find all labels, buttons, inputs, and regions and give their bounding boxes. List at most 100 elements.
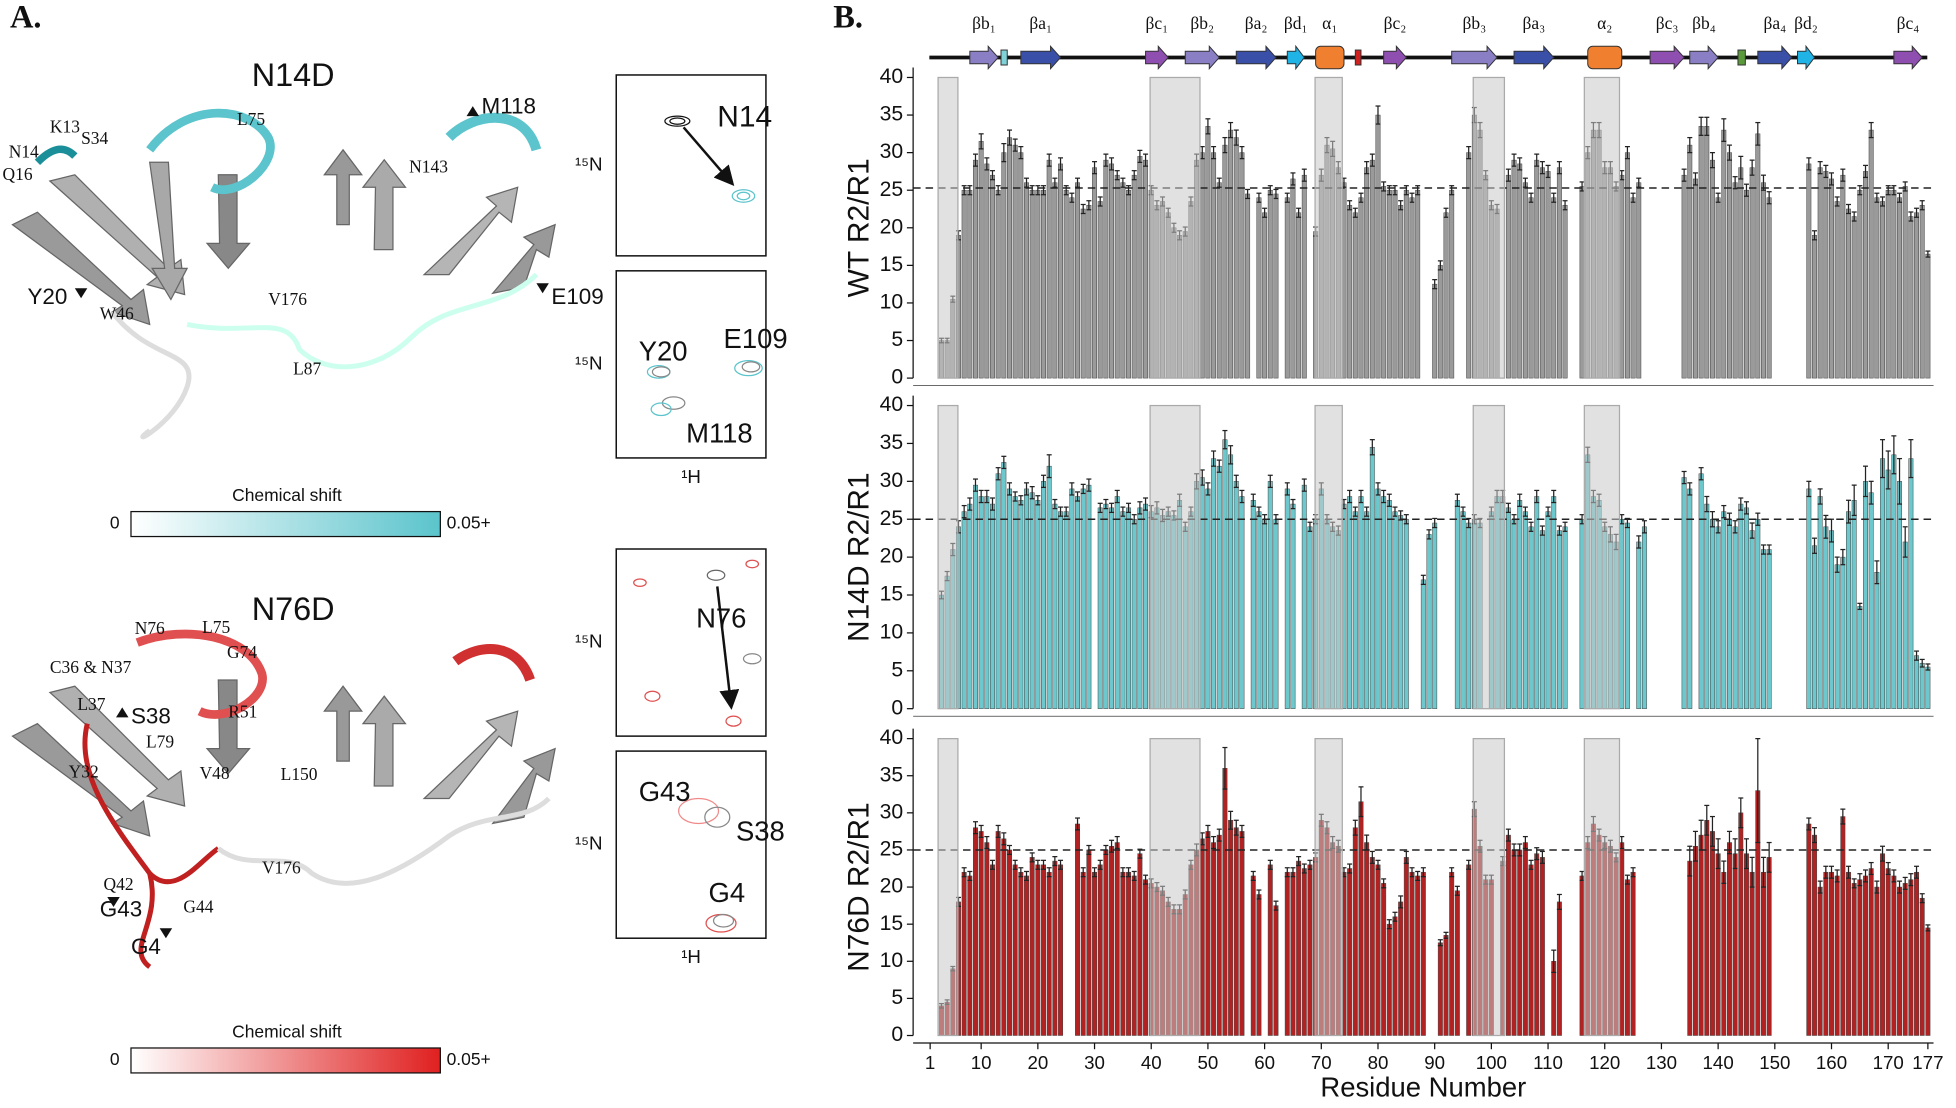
topology-label: βa₂ [1245, 13, 1268, 33]
error-bar [984, 489, 990, 504]
y-tick-label: 15 [880, 583, 904, 606]
bar [1143, 503, 1149, 709]
error-bar [1239, 824, 1245, 838]
bar [1109, 507, 1115, 709]
error-bar [1352, 207, 1358, 218]
highlight-region [1314, 76, 1343, 379]
error-bar [1109, 502, 1115, 514]
bar [1517, 163, 1523, 379]
error-bar [1126, 502, 1132, 514]
bar [1556, 167, 1562, 379]
bar [1874, 572, 1880, 709]
bar [1284, 871, 1290, 1036]
error-bar [1636, 177, 1642, 188]
bar [1007, 488, 1012, 709]
beta-strand [1513, 44, 1555, 71]
x-tick-label: 160 [1816, 1052, 1847, 1073]
error-bar [1551, 949, 1557, 974]
bar [1109, 845, 1115, 1036]
bar [1007, 849, 1012, 1036]
bar [1029, 857, 1035, 1036]
error-bar [1834, 196, 1840, 207]
error-bar [1908, 873, 1914, 887]
bar [1534, 853, 1540, 1036]
error-bar [1766, 544, 1772, 555]
error-bar [1398, 200, 1404, 211]
x-tick-label: 70 [1311, 1052, 1332, 1073]
bar [973, 159, 978, 379]
y-tick-label: 30 [880, 140, 904, 163]
shift-arrow [716, 586, 740, 710]
bar [1347, 496, 1353, 709]
error-bar [1840, 808, 1846, 825]
error-bar [1528, 192, 1534, 203]
error-bar [1035, 859, 1041, 870]
error-bar [1301, 478, 1307, 492]
bar [1766, 857, 1772, 1036]
error-bar [1721, 504, 1727, 519]
error-bar [1001, 455, 1007, 470]
error-bar [1296, 207, 1302, 218]
x-tick-label: 80 [1368, 1052, 1389, 1073]
residue-label: K13 [50, 117, 80, 137]
bar [1761, 871, 1766, 1036]
shift-arrow [682, 126, 735, 187]
bar [1539, 530, 1545, 709]
axis-label: ¹⁵N [575, 153, 603, 174]
bar [1721, 871, 1727, 1036]
bar [1137, 156, 1143, 379]
y-tick-label: 30 [880, 469, 904, 492]
bar [967, 189, 973, 379]
bar [1126, 189, 1132, 379]
peak-label: S38 [736, 816, 785, 847]
bar [1097, 864, 1103, 1036]
error-bar [1222, 136, 1228, 154]
bar [1126, 871, 1132, 1036]
bar [1386, 189, 1392, 379]
error-bar [1109, 157, 1115, 171]
bar [1131, 174, 1137, 379]
bar [1851, 216, 1857, 379]
error-bar [1517, 843, 1523, 857]
error-bar [1460, 506, 1466, 517]
bar [1517, 500, 1523, 709]
x-tick-label: 10 [971, 1052, 992, 1073]
bar [1233, 827, 1239, 1036]
bar [1715, 197, 1721, 379]
helix [1587, 45, 1623, 70]
y-tick-label: 25 [880, 178, 904, 201]
error-bar [1069, 482, 1075, 496]
error-bar [1630, 867, 1636, 878]
bar [1080, 488, 1086, 709]
bar [995, 831, 1001, 1036]
protein-structure [11, 629, 556, 969]
error-bar [961, 504, 967, 519]
error-bar [1812, 230, 1817, 241]
bar [1432, 522, 1438, 709]
error-bar [1369, 850, 1375, 864]
beta-strand [1184, 44, 1220, 71]
highlight-region [937, 404, 959, 710]
bar [1834, 201, 1840, 379]
error-bar [1097, 196, 1103, 207]
bar [1732, 182, 1738, 379]
bar [984, 842, 990, 1036]
bar [1880, 853, 1885, 1036]
bar [1868, 492, 1874, 709]
bar [1545, 511, 1551, 709]
error-bar [1273, 188, 1279, 200]
bar [1545, 171, 1551, 379]
highlight-region [937, 76, 959, 379]
bar [1522, 182, 1528, 379]
bar [1046, 159, 1052, 379]
error-bar [984, 835, 990, 850]
error-bar [1381, 878, 1387, 889]
bar [1001, 838, 1007, 1036]
error-bar [995, 824, 1001, 838]
bar [1273, 905, 1279, 1036]
error-bar [1846, 499, 1852, 524]
bar [1398, 901, 1404, 1036]
error-bar [1029, 852, 1035, 863]
x-tick-label: 110 [1533, 1052, 1563, 1073]
bar [1199, 838, 1205, 1036]
